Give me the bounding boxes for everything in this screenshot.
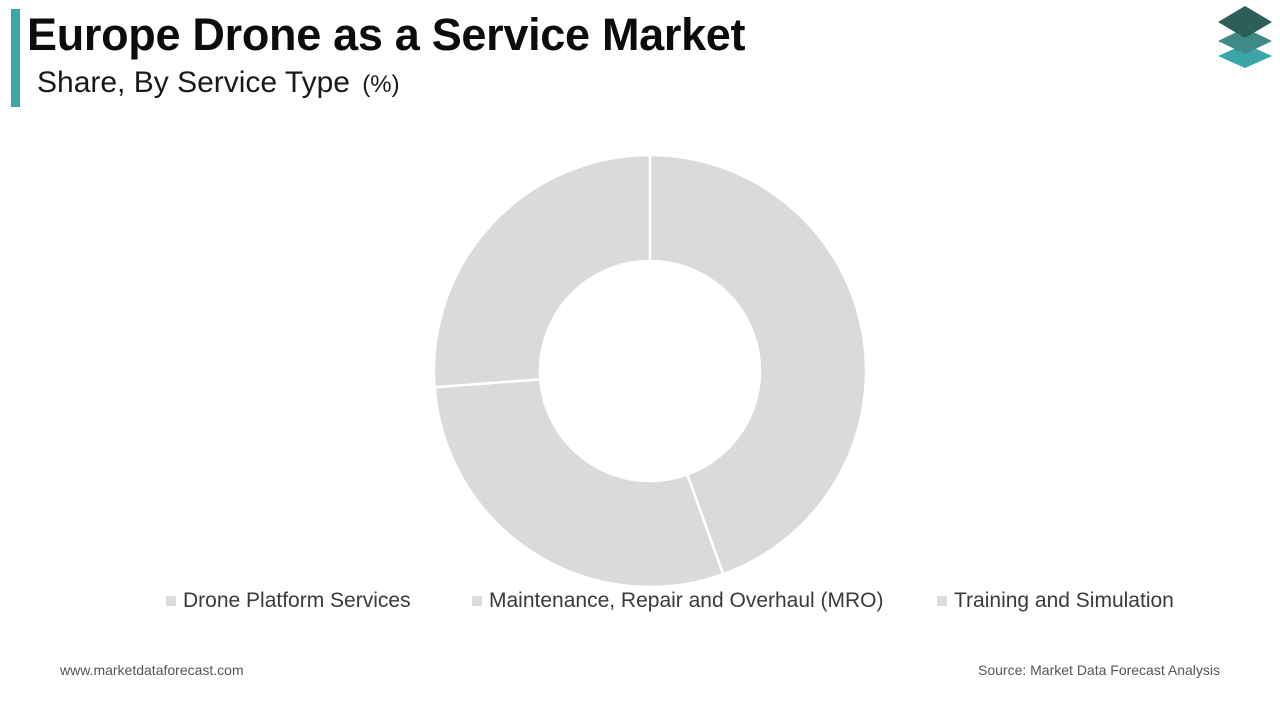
- title-accent-bar: [11, 9, 20, 107]
- page-title: Europe Drone as a Service Market: [27, 9, 746, 60]
- page-subtitle: Share, By Service Type (%): [37, 64, 400, 104]
- chart-legend: Drone Platform Services Maintenance, Repa…: [0, 588, 1280, 614]
- legend-item-1: Drone Platform Services: [166, 588, 411, 614]
- legend-label: Drone Platform Services: [183, 589, 411, 612]
- legend-item-3: Training and Simulation: [937, 588, 1174, 614]
- legend-swatch: [166, 596, 176, 606]
- logo-layer-middle: [1218, 28, 1272, 54]
- donut-slice-2: [433, 377, 725, 589]
- donut-slice-1: [648, 153, 868, 576]
- legend-swatch: [937, 596, 947, 606]
- subtitle-unit: (%): [362, 71, 400, 98]
- source-footer: Source: Market Data Forecast Analysis: [978, 662, 1220, 678]
- logo-layer-bottom: [1218, 44, 1272, 68]
- donut-slice-3: [432, 153, 652, 389]
- legend-label: Training and Simulation: [954, 589, 1174, 612]
- legend-item-2: Maintenance, Repair and Overhaul (MRO): [472, 588, 884, 614]
- legend-swatch: [472, 596, 482, 606]
- website-footer: www.marketdataforecast.com: [60, 662, 244, 678]
- stacked-layers-logo-icon: [1218, 6, 1272, 68]
- logo-layer-top: [1218, 6, 1272, 38]
- legend-label: Maintenance, Repair and Overhaul (MRO): [489, 589, 884, 612]
- subtitle-text: Share, By Service Type: [37, 66, 350, 99]
